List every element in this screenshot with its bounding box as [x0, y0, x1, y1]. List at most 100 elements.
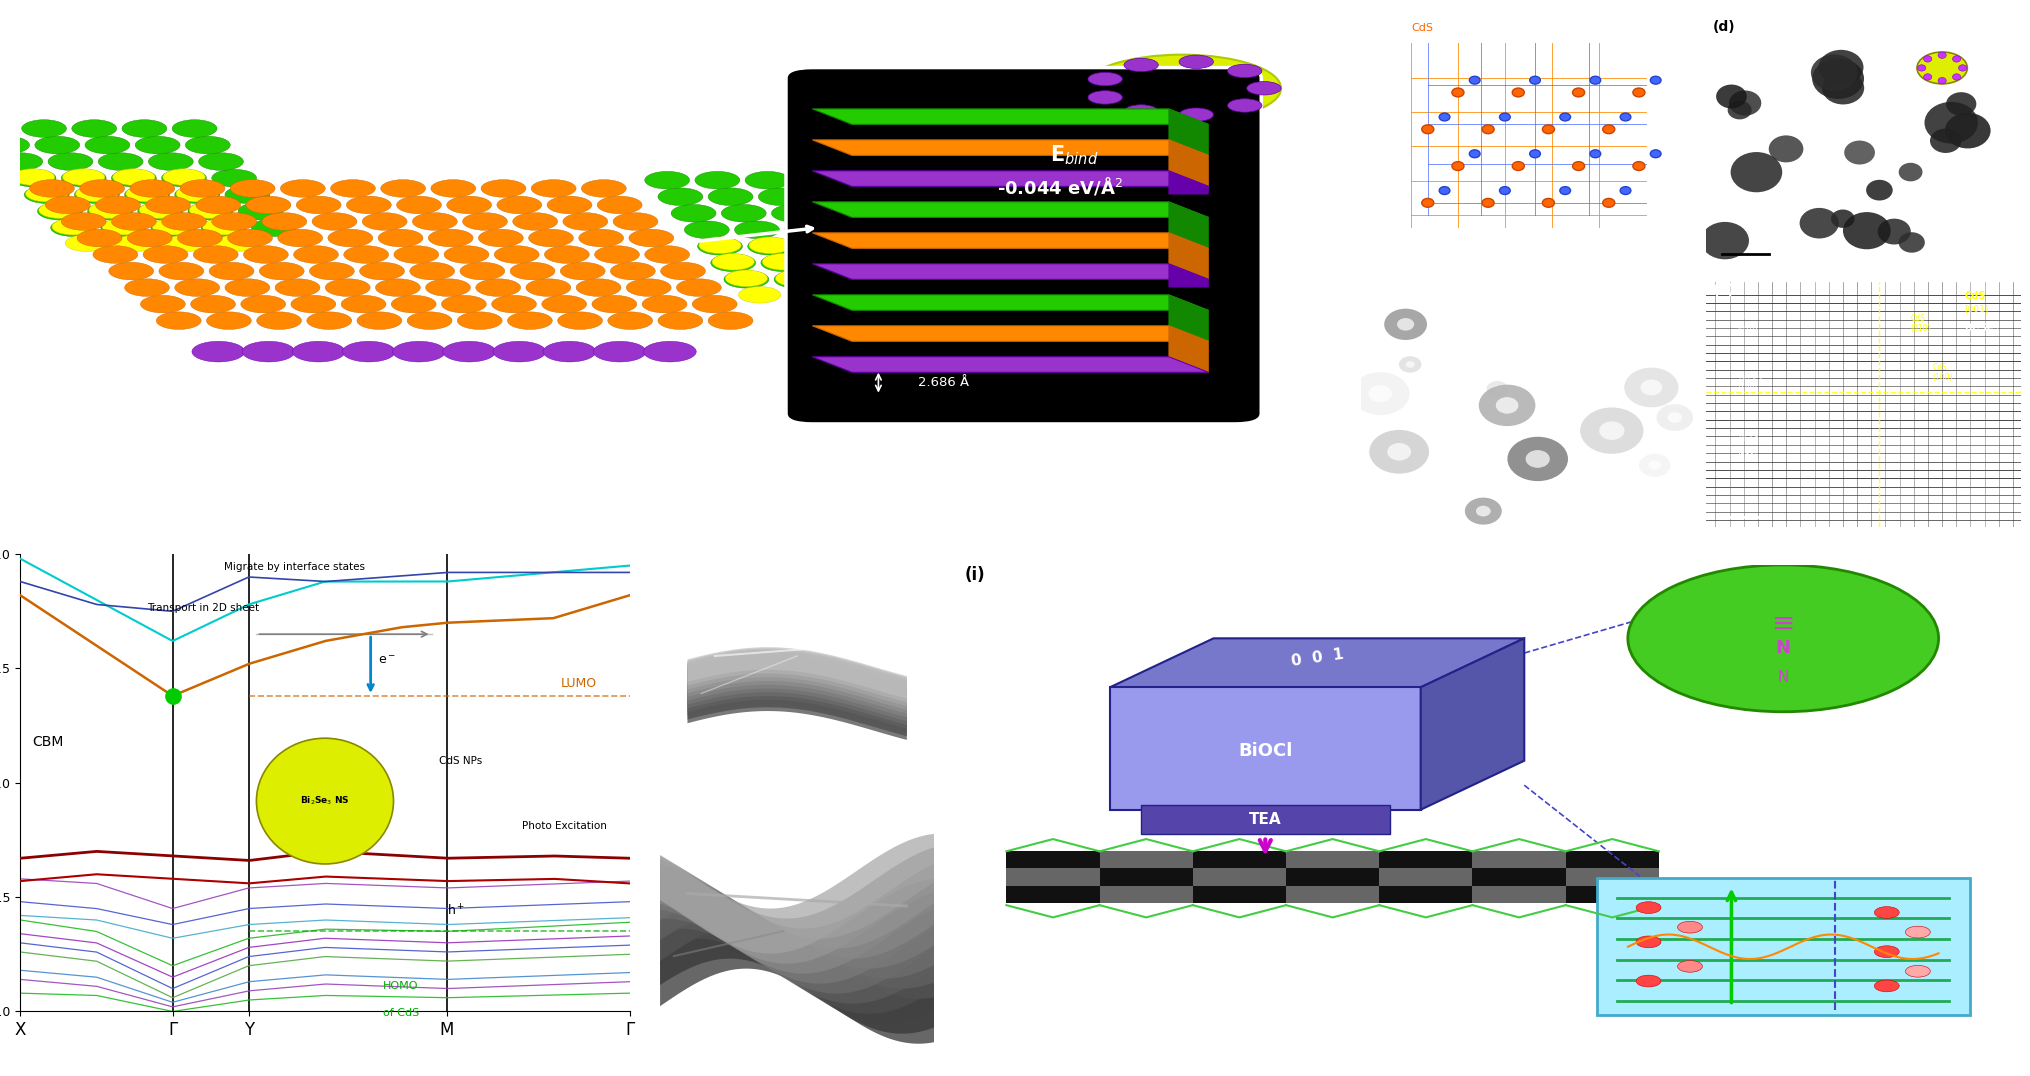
- Circle shape: [849, 238, 893, 255]
- Circle shape: [644, 341, 696, 362]
- Polygon shape: [812, 232, 1208, 249]
- Circle shape: [428, 229, 473, 246]
- Polygon shape: [812, 109, 1208, 125]
- Circle shape: [376, 279, 420, 296]
- Circle shape: [361, 213, 406, 230]
- Circle shape: [102, 218, 146, 237]
- Circle shape: [189, 202, 233, 220]
- Circle shape: [721, 204, 765, 222]
- Circle shape: [1620, 113, 1630, 121]
- Circle shape: [242, 295, 286, 313]
- Circle shape: [863, 254, 903, 270]
- Circle shape: [203, 218, 246, 235]
- Circle shape: [698, 237, 741, 254]
- Circle shape: [35, 137, 79, 154]
- Polygon shape: [1167, 202, 1208, 249]
- Circle shape: [136, 137, 181, 154]
- Text: CBM: CBM: [32, 735, 63, 749]
- Circle shape: [209, 263, 254, 280]
- Circle shape: [443, 341, 495, 362]
- Circle shape: [641, 295, 686, 313]
- Circle shape: [1904, 965, 1928, 977]
- Circle shape: [124, 279, 168, 296]
- Circle shape: [660, 263, 704, 280]
- Circle shape: [173, 119, 217, 138]
- Circle shape: [189, 202, 231, 218]
- Circle shape: [457, 312, 501, 329]
- Circle shape: [889, 286, 930, 303]
- Text: N: N: [1774, 639, 1790, 657]
- Circle shape: [1937, 77, 1945, 84]
- Circle shape: [146, 196, 191, 214]
- Circle shape: [658, 188, 702, 206]
- Circle shape: [1874, 907, 1898, 919]
- Circle shape: [1636, 936, 1661, 948]
- Text: S: S: [1626, 292, 1636, 305]
- Circle shape: [238, 202, 282, 220]
- Circle shape: [79, 180, 124, 197]
- Circle shape: [227, 229, 272, 246]
- Circle shape: [1866, 180, 1892, 200]
- Text: e$^-$: e$^-$: [378, 654, 396, 667]
- Circle shape: [1928, 128, 1961, 153]
- Circle shape: [430, 180, 475, 197]
- Circle shape: [138, 202, 181, 218]
- Circle shape: [871, 204, 916, 222]
- Circle shape: [1638, 454, 1669, 477]
- Circle shape: [97, 153, 142, 170]
- Circle shape: [124, 186, 168, 203]
- Circle shape: [773, 270, 818, 288]
- Circle shape: [229, 180, 274, 197]
- Circle shape: [1399, 356, 1421, 372]
- Circle shape: [0, 119, 16, 138]
- Circle shape: [325, 279, 369, 296]
- Circle shape: [824, 270, 867, 286]
- Bar: [1285, 886, 1378, 903]
- Circle shape: [12, 169, 55, 185]
- Circle shape: [1088, 90, 1123, 104]
- Circle shape: [1874, 980, 1898, 992]
- Circle shape: [150, 218, 195, 237]
- Circle shape: [63, 169, 106, 185]
- Circle shape: [1811, 55, 1857, 90]
- Circle shape: [542, 341, 595, 362]
- Circle shape: [739, 286, 780, 303]
- Circle shape: [1123, 104, 1157, 118]
- Circle shape: [396, 196, 441, 214]
- Circle shape: [1951, 74, 1959, 80]
- Circle shape: [1624, 368, 1677, 408]
- Circle shape: [1498, 113, 1510, 121]
- Text: Migrate by interface states: Migrate by interface states: [223, 562, 365, 572]
- Circle shape: [849, 237, 891, 254]
- Circle shape: [897, 238, 942, 255]
- Circle shape: [1179, 55, 1212, 69]
- Circle shape: [692, 295, 737, 313]
- Circle shape: [30, 180, 75, 197]
- Text: Se: Se: [1476, 292, 1492, 305]
- Circle shape: [1924, 102, 1977, 143]
- Circle shape: [87, 202, 132, 220]
- Polygon shape: [812, 326, 1208, 341]
- Bar: [1565, 886, 1659, 903]
- Circle shape: [1945, 113, 1989, 148]
- Circle shape: [0, 153, 43, 170]
- Circle shape: [597, 196, 641, 214]
- Circle shape: [1123, 58, 1157, 72]
- Circle shape: [294, 245, 339, 264]
- Text: Cd: Cd: [1549, 292, 1567, 305]
- Circle shape: [542, 295, 587, 313]
- Circle shape: [343, 341, 396, 362]
- Polygon shape: [812, 295, 1208, 310]
- Circle shape: [1559, 186, 1569, 195]
- Circle shape: [1602, 125, 1614, 133]
- Text: CdS: CdS: [1411, 24, 1433, 33]
- Text: TEA: TEA: [1248, 812, 1281, 827]
- Text: Bi$_2$Se$_3$
(010): Bi$_2$Se$_3$ (010): [1738, 310, 1762, 332]
- Circle shape: [225, 186, 270, 203]
- Circle shape: [1512, 88, 1525, 97]
- Circle shape: [788, 286, 830, 303]
- Text: Bi$_2$Se$_3$
(110): Bi$_2$Se$_3$ (110): [1738, 433, 1762, 455]
- Circle shape: [53, 218, 93, 235]
- Circle shape: [156, 312, 201, 329]
- Circle shape: [162, 169, 205, 185]
